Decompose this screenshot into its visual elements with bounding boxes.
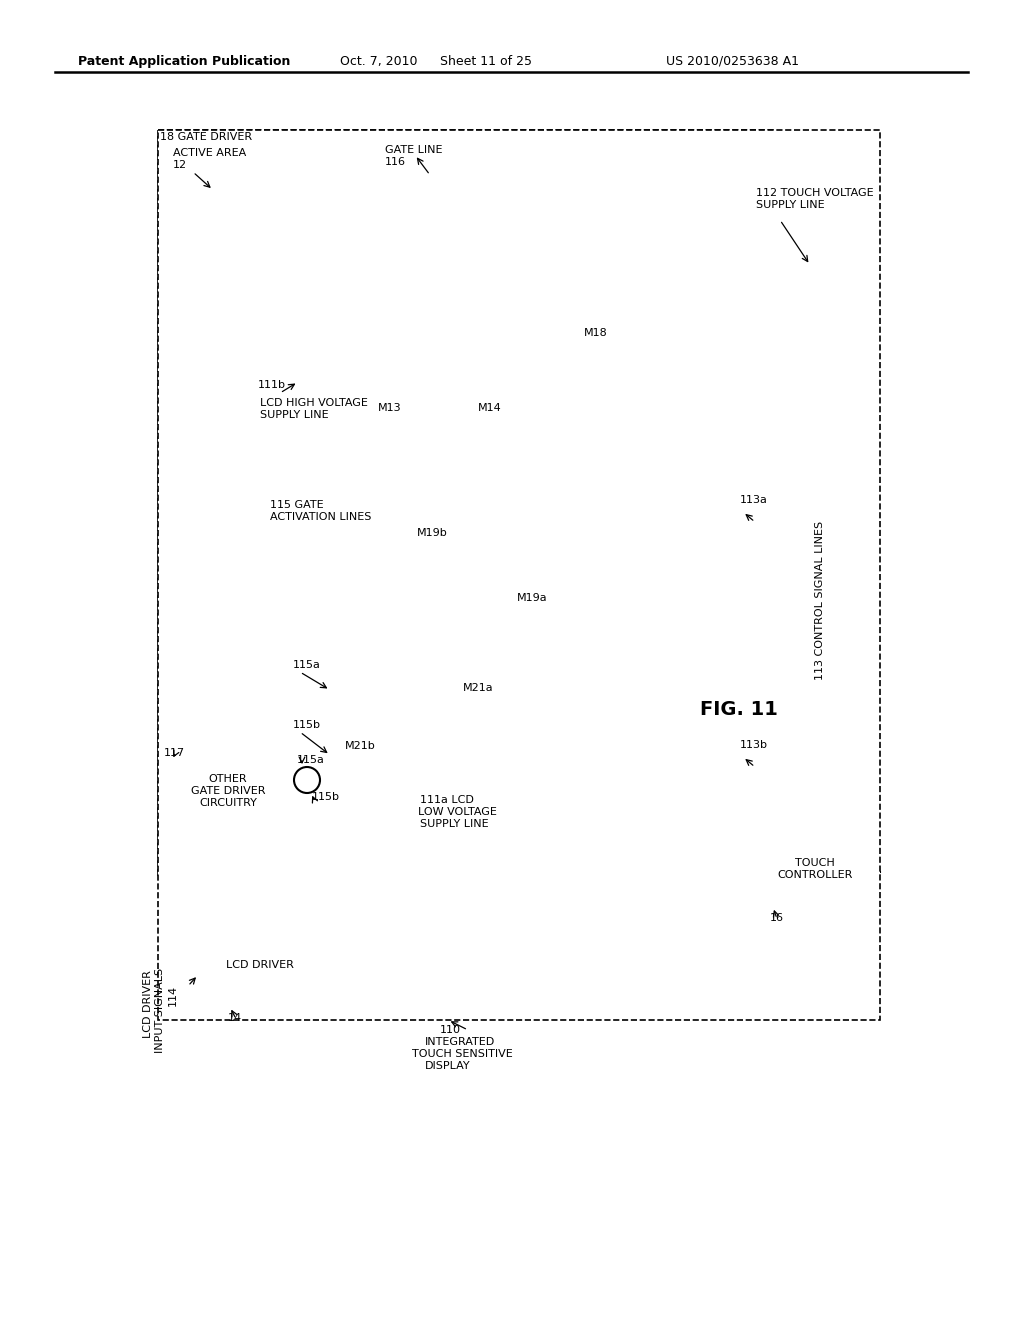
Text: Sheet 11 of 25: Sheet 11 of 25 [440,55,532,69]
Text: 115 GATE: 115 GATE [270,500,324,510]
Text: ACTIVATION LINES: ACTIVATION LINES [270,512,372,521]
Bar [198,940,323,1005]
Text: ACTIVE AREA: ACTIVE AREA [173,148,246,158]
Text: M19b: M19b [417,528,447,539]
Text: TOUCH: TOUCH [795,858,835,869]
Text: M21b: M21b [345,741,376,751]
Text: TOUCH SENSITIVE: TOUCH SENSITIVE [412,1049,513,1059]
Bar [158,129,775,875]
Text: M18: M18 [584,327,608,338]
Text: 111a LCD: 111a LCD [420,795,474,805]
Text: 115b: 115b [293,719,321,730]
Bar [300,133,535,308]
Text: GATE DRIVER: GATE DRIVER [190,785,265,796]
Text: 112 TOUCH VOLTAGE: 112 TOUCH VOLTAGE [756,187,873,198]
Text: CONTROLLER: CONTROLLER [777,870,853,880]
Text: M21a: M21a [463,682,494,693]
Bar [164,760,292,850]
Text: 111b: 111b [258,380,286,389]
Text: M13: M13 [378,403,401,413]
Text: M14: M14 [478,403,502,413]
Text: 115a: 115a [293,660,321,671]
Text: Patent Application Publication: Patent Application Publication [78,55,291,69]
Text: GATE LINE: GATE LINE [385,145,442,154]
Text: LCD DRIVER: LCD DRIVER [226,960,294,970]
Text: LOW VOLTAGE: LOW VOLTAGE [418,807,497,817]
Text: 110: 110 [440,1026,461,1035]
Text: SUPPLY LINE: SUPPLY LINE [756,201,824,210]
Text: OTHER: OTHER [209,774,248,784]
Text: DISPLAY: DISPLAY [425,1061,471,1071]
Text: 14: 14 [228,1012,242,1023]
Text: 18 GATE DRIVER: 18 GATE DRIVER [160,132,252,143]
Text: LCD HIGH VOLTAGE: LCD HIGH VOLTAGE [260,399,368,408]
Text: CIRCUITRY: CIRCUITRY [199,799,257,808]
Text: Oct. 7, 2010: Oct. 7, 2010 [340,55,418,69]
Text: 117: 117 [164,748,185,758]
Text: INPUT SIGNALS: INPUT SIGNALS [155,968,165,1053]
Text: 116: 116 [385,157,406,168]
Text: SUPPLY LINE: SUPPLY LINE [260,411,329,420]
Bar [755,840,874,906]
Text: US 2010/0253638 A1: US 2010/0253638 A1 [666,55,799,69]
Text: M19a: M19a [517,593,547,603]
Text: FIG. 11: FIG. 11 [700,700,778,719]
Text: 114: 114 [168,985,178,1006]
Text: 113a: 113a [740,495,768,506]
Text: 113b: 113b [740,741,768,750]
Text: INTEGRATED: INTEGRATED [425,1038,496,1047]
Text: 16: 16 [770,913,784,923]
Text: 113 CONTROL SIGNAL LINES: 113 CONTROL SIGNAL LINES [815,520,825,680]
Bar [252,338,735,840]
Bar [158,129,880,1020]
Text: SUPPLY LINE: SUPPLY LINE [420,818,488,829]
Text: 115a: 115a [297,755,325,766]
Text: LCD DRIVER: LCD DRIVER [143,970,153,1038]
Text: 115b: 115b [312,792,340,803]
Text: 12: 12 [173,160,187,170]
